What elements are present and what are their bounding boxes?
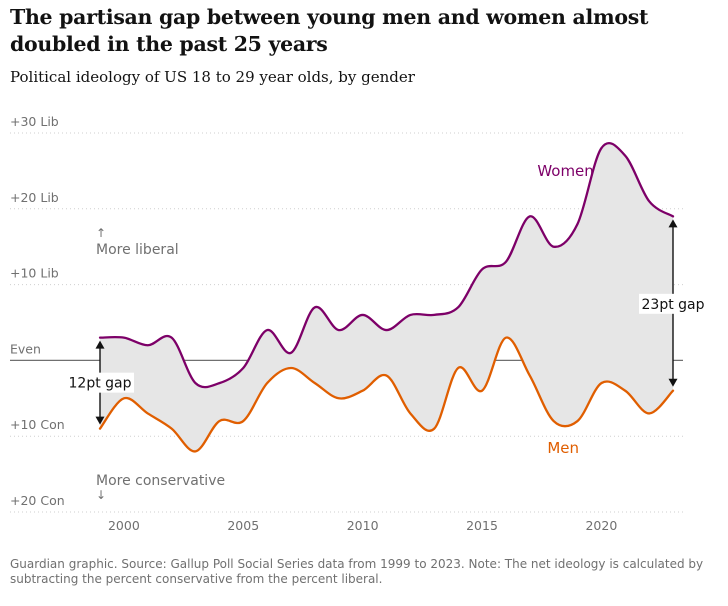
gap-arrow-head-down <box>668 378 678 387</box>
y-tick-label: +20 Con <box>10 493 65 508</box>
more-liberal-label: More liberal <box>96 242 179 258</box>
series-line-women <box>98 142 675 389</box>
x-tick-label: 2020 <box>585 518 617 533</box>
x-tick-label: 2000 <box>108 518 140 533</box>
x-tick-label: 2015 <box>466 518 498 533</box>
gap-arrow-head-down <box>95 416 105 425</box>
chart-subtitle: Political ideology of US 18 to 29 year o… <box>10 68 415 86</box>
y-tick-label: +10 Con <box>10 417 65 432</box>
y-tick-label: +20 Lib <box>10 190 59 205</box>
chart-labels: +30 Lib +20 Lib +10 Lib Even +10 Con +20 Con 2… <box>10 114 707 533</box>
more-liberal-arrow-icon: ↑ <box>96 226 106 240</box>
series-label-men: Men <box>547 439 579 457</box>
more-conservative-arrow-icon: ↓ <box>96 488 106 502</box>
gap-arrow-head-up <box>668 219 678 228</box>
y-tick-label: +10 Lib <box>10 266 59 281</box>
gap-label-text: 23pt gap <box>642 297 705 313</box>
gap-label-text: 12pt gap <box>69 376 132 392</box>
x-tick-label: 2005 <box>227 518 259 533</box>
series-line-men <box>98 336 675 453</box>
series-lines <box>98 142 675 453</box>
more-conservative-label: More conservative <box>96 473 225 489</box>
gap-label-bg <box>639 293 707 314</box>
x-tick-label: 2010 <box>347 518 379 533</box>
gap-arrow-head-up <box>95 340 105 349</box>
gap-label-2023: 23pt gap <box>639 293 707 314</box>
source-note: Guardian graphic. Source: Gallup Poll So… <box>10 557 704 586</box>
y-tick-label: +30 Lib <box>10 114 59 129</box>
y-tick-label: Even <box>10 341 41 356</box>
gap-label-1999: 12pt gap <box>66 372 134 393</box>
gap-label-bg <box>66 372 134 393</box>
chart-title: The partisan gap between young men and w… <box>10 5 649 56</box>
series-label-women: Women <box>537 162 593 180</box>
